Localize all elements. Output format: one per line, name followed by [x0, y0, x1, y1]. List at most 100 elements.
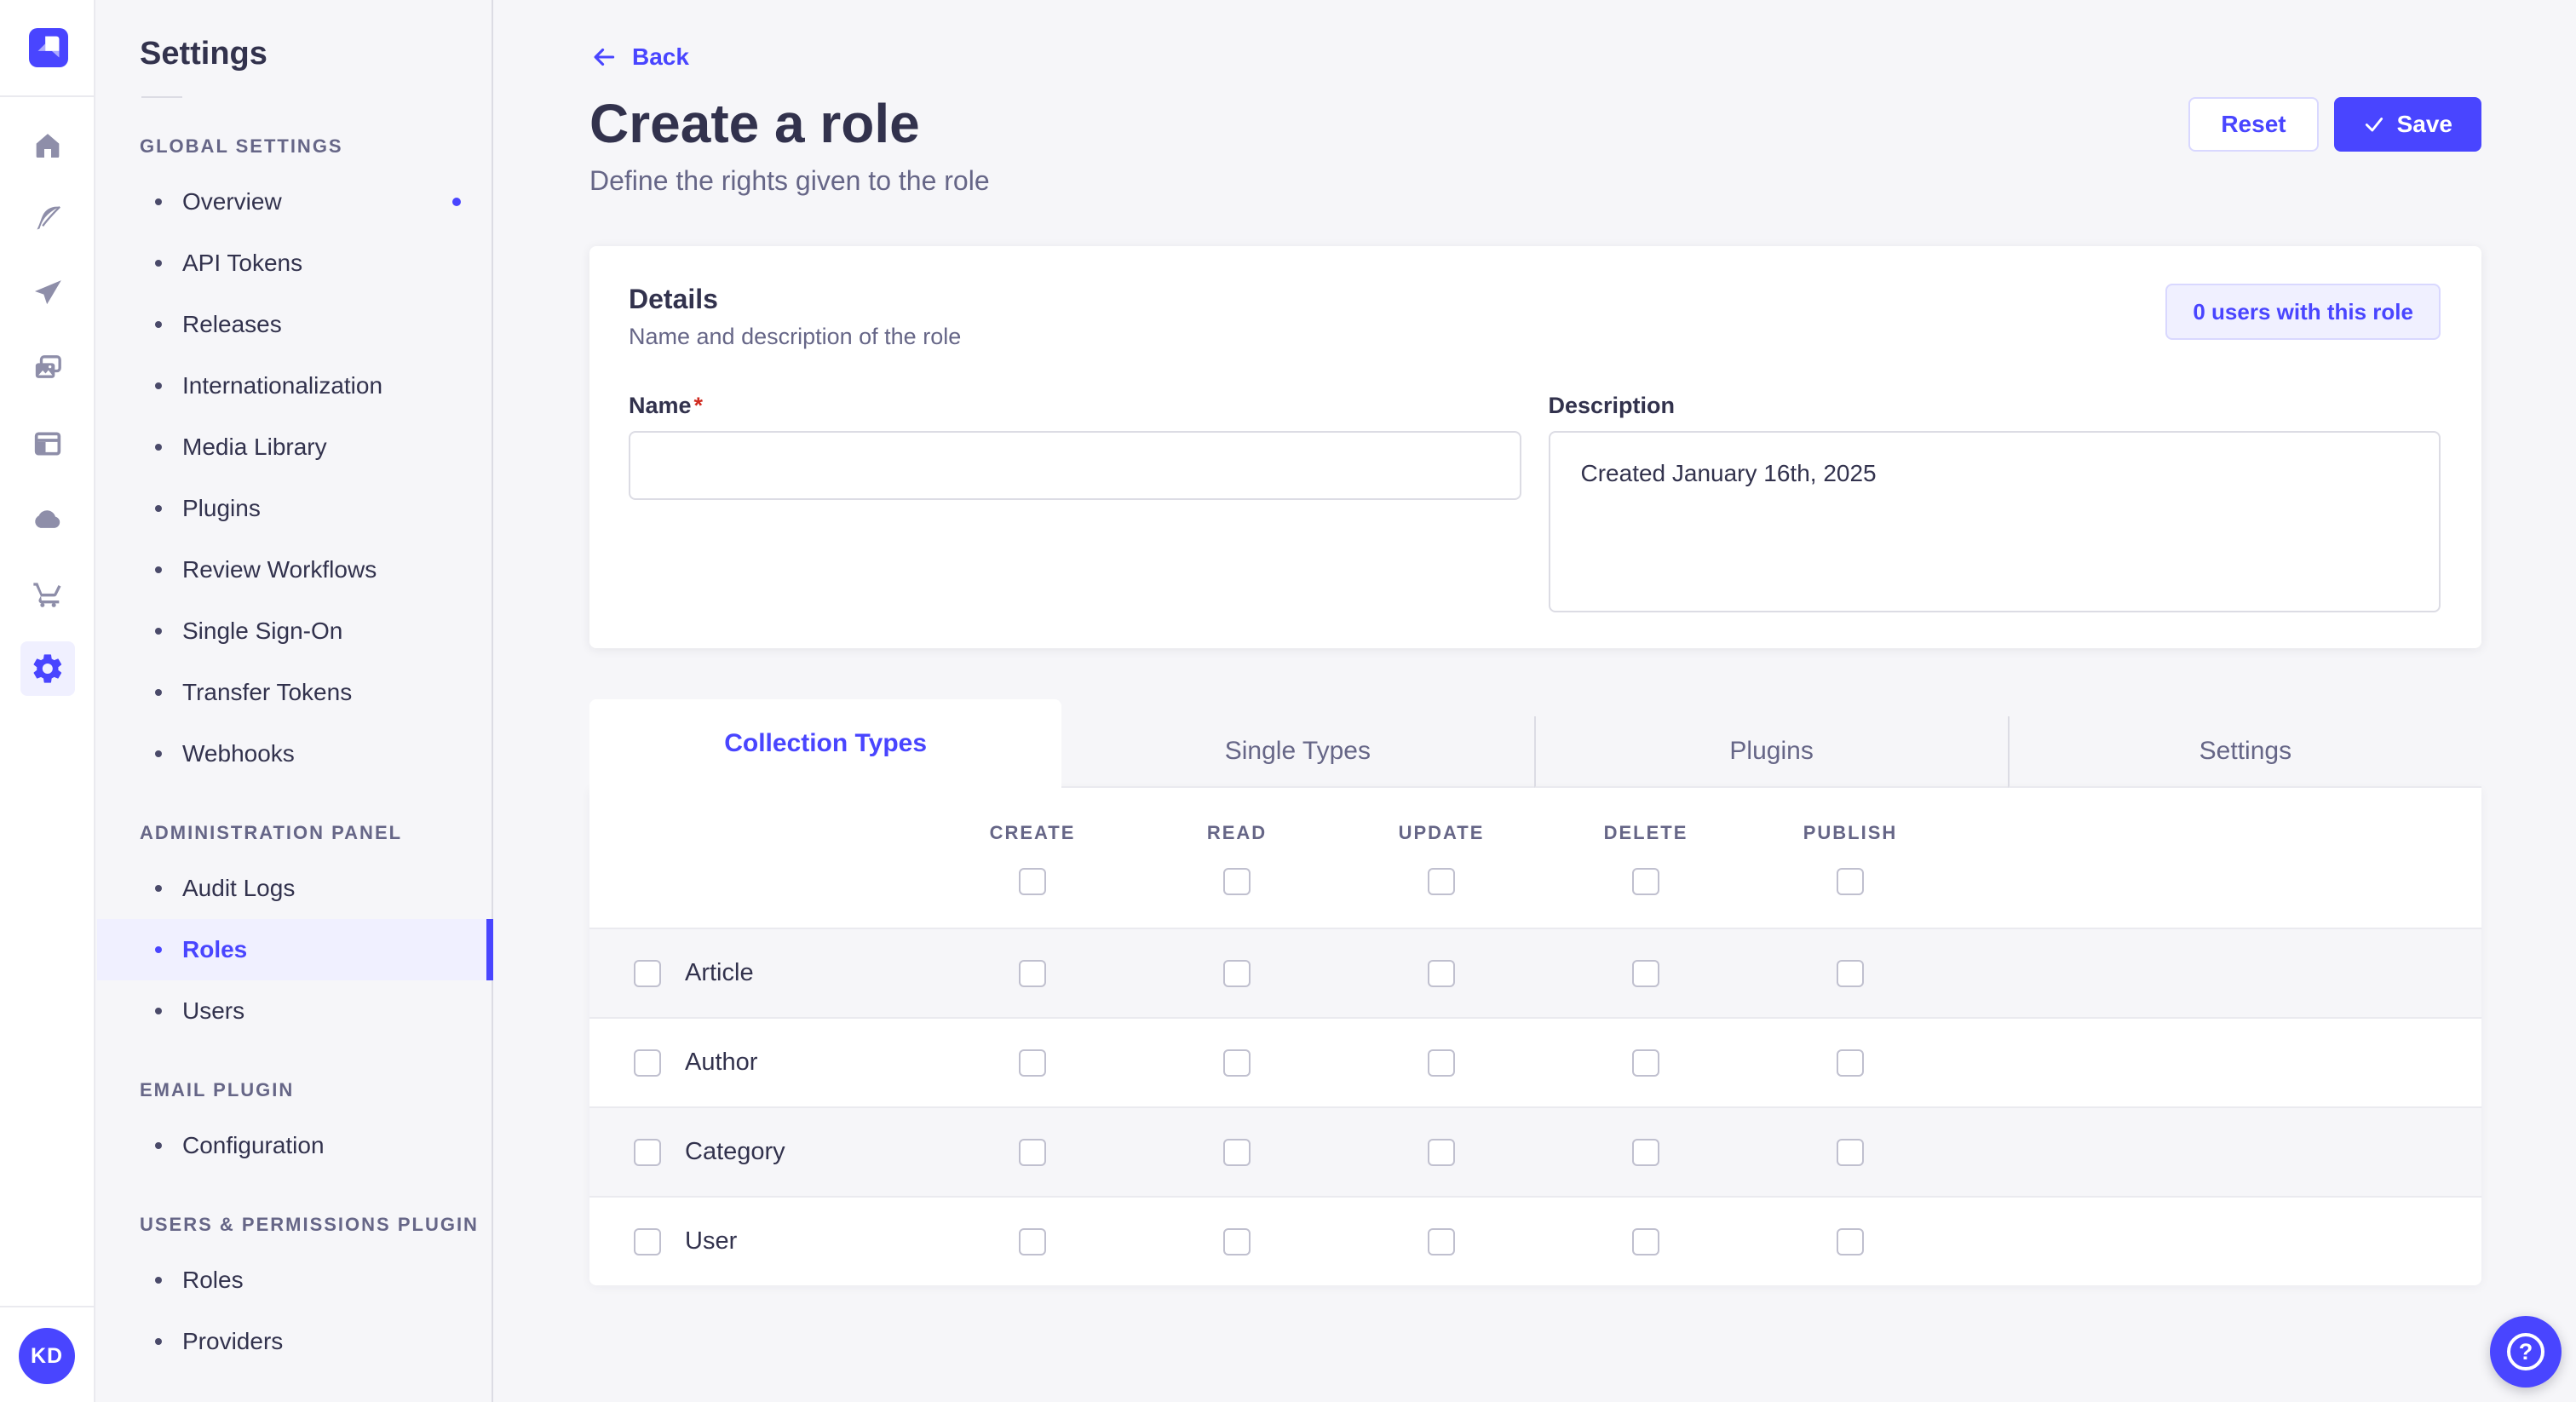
bullet-icon — [155, 382, 162, 389]
article-delete-checkbox[interactable] — [1632, 959, 1659, 987]
users-with-role-button[interactable]: 0 users with this role — [2165, 284, 2441, 340]
article-create-checkbox[interactable] — [1019, 959, 1046, 987]
sidebar-item-label: Users — [182, 997, 245, 1024]
user-update-checkbox[interactable] — [1428, 1227, 1455, 1255]
bullet-icon — [155, 198, 162, 205]
cloud-icon[interactable] — [20, 491, 75, 546]
back-arrow-icon — [594, 48, 615, 66]
category-update-checkbox[interactable] — [1428, 1138, 1455, 1166]
help-button[interactable]: ? — [2490, 1316, 2562, 1388]
tab-settings[interactable]: Settings — [2007, 716, 2481, 788]
row-label: Author — [685, 1049, 758, 1076]
row-select-checkbox[interactable] — [634, 1049, 661, 1077]
save-button[interactable]: Save — [2333, 97, 2481, 152]
feather-icon[interactable] — [20, 192, 75, 246]
author-publish-checkbox[interactable] — [1837, 1049, 1864, 1077]
sidebar-item-api-tokens[interactable]: API Tokens — [97, 233, 492, 294]
notification-dot-icon — [452, 198, 461, 206]
rail-divider — [0, 1306, 95, 1307]
category-create-checkbox[interactable] — [1019, 1138, 1046, 1166]
sidebar-item-label: Roles — [182, 1267, 244, 1293]
tab-collection-types[interactable]: Collection Types — [589, 699, 1062, 788]
page-subtitle: Define the rights given to the role — [589, 165, 990, 196]
sidebar-item-label: Overview — [182, 188, 282, 215]
row-label: Article — [685, 959, 754, 986]
sidebar-item-releases[interactable]: Releases — [97, 294, 492, 355]
category-delete-checkbox[interactable] — [1632, 1138, 1659, 1166]
sidebar-item-users[interactable]: Users — [97, 980, 492, 1042]
row-label: Category — [685, 1138, 785, 1165]
sidebar-item-internationalization[interactable]: Internationalization — [97, 355, 492, 417]
bullet-icon — [155, 628, 162, 635]
sidebar-item-media-library[interactable]: Media Library — [97, 417, 492, 478]
author-create-checkbox[interactable] — [1019, 1049, 1046, 1077]
select-all-create-checkbox[interactable] — [1019, 868, 1046, 895]
row-select-checkbox[interactable] — [634, 959, 661, 987]
back-label: Back — [632, 43, 689, 70]
sidebar-item-label: Providers — [182, 1328, 284, 1354]
bullet-icon — [155, 1338, 162, 1345]
bullet-icon — [155, 444, 162, 451]
category-publish-checkbox[interactable] — [1837, 1138, 1864, 1166]
user-create-checkbox[interactable] — [1019, 1227, 1046, 1255]
select-all-delete-checkbox[interactable] — [1632, 868, 1659, 895]
sidebar-item-overview[interactable]: Overview — [97, 171, 492, 233]
sidebar-item-label: Plugins — [182, 495, 261, 521]
user-read-checkbox[interactable] — [1223, 1227, 1251, 1255]
article-update-checkbox[interactable] — [1428, 959, 1455, 987]
select-all-publish-checkbox[interactable] — [1837, 868, 1864, 895]
bullet-icon — [155, 1142, 162, 1149]
sidebar-item-audit-logs[interactable]: Audit Logs — [97, 858, 492, 919]
layout-icon[interactable] — [20, 417, 75, 471]
sidebar-item-webhooks[interactable]: Webhooks — [97, 723, 492, 784]
user-delete-checkbox[interactable] — [1632, 1227, 1659, 1255]
back-link[interactable]: Back — [589, 0, 689, 72]
user-avatar[interactable]: KD — [19, 1328, 75, 1384]
sidebar-item-label: Media Library — [182, 434, 327, 460]
send-icon[interactable] — [20, 267, 75, 321]
name-input[interactable] — [629, 431, 1521, 500]
author-delete-checkbox[interactable] — [1632, 1049, 1659, 1077]
sidebar-item-configuration[interactable]: Configuration — [97, 1115, 492, 1176]
author-read-checkbox[interactable] — [1223, 1049, 1251, 1077]
user-publish-checkbox[interactable] — [1837, 1227, 1864, 1255]
sidebar-item-single-sign-on[interactable]: Single Sign-On — [97, 600, 492, 662]
sidebar-item-label: Releases — [182, 311, 282, 337]
tab-single-types[interactable]: Single Types — [1061, 716, 1534, 788]
save-label: Save — [2396, 111, 2452, 137]
article-publish-checkbox[interactable] — [1837, 959, 1864, 987]
tab-plugins[interactable]: Plugins — [1533, 716, 2008, 788]
bullet-icon — [155, 1008, 162, 1014]
category-read-checkbox[interactable] — [1223, 1138, 1251, 1166]
select-all-read-checkbox[interactable] — [1223, 868, 1251, 895]
sidebar-item-plugins[interactable]: Plugins — [97, 478, 492, 539]
author-update-checkbox[interactable] — [1428, 1049, 1455, 1077]
sidebar-item-review-workflows[interactable]: Review Workflows — [97, 539, 492, 600]
media-library-icon[interactable] — [20, 342, 75, 396]
row-select-checkbox[interactable] — [634, 1138, 661, 1166]
column-header-update: UPDATE — [1398, 822, 1485, 843]
row-select-checkbox[interactable] — [634, 1227, 661, 1255]
sidebar-item-up-roles[interactable]: Roles — [97, 1250, 492, 1311]
cart-icon[interactable] — [20, 566, 75, 620]
description-textarea[interactable]: Created January 16th, 2025 — [1548, 431, 2441, 612]
sidebar-item-label: Internationalization — [182, 372, 383, 399]
sidebar-item-roles-active[interactable]: Roles — [97, 919, 493, 980]
section-global-settings: GLOBAL SETTINGS Overview API Tokens Rele… — [97, 135, 492, 784]
bullet-icon — [155, 321, 162, 328]
bullet-icon — [155, 885, 162, 892]
home-icon[interactable] — [20, 118, 75, 172]
column-header-delete: DELETE — [1603, 822, 1688, 843]
bullet-icon — [155, 566, 162, 573]
strapi-logo[interactable] — [29, 28, 68, 67]
settings-gear-icon[interactable] — [20, 641, 75, 696]
sidebar-item-label: Audit Logs — [182, 875, 296, 901]
section-administration-panel: ADMINISTRATION PANEL Audit Logs Roles Us… — [97, 822, 493, 1042]
sidebar-item-label: Roles — [182, 936, 248, 962]
sidebar-item-providers[interactable]: Providers — [97, 1311, 492, 1372]
article-read-checkbox[interactable] — [1223, 959, 1251, 987]
name-field-group: Name * — [629, 393, 1521, 612]
select-all-update-checkbox[interactable] — [1428, 868, 1455, 895]
sidebar-item-transfer-tokens[interactable]: Transfer Tokens — [97, 662, 492, 723]
reset-button[interactable]: Reset — [2188, 97, 2319, 152]
